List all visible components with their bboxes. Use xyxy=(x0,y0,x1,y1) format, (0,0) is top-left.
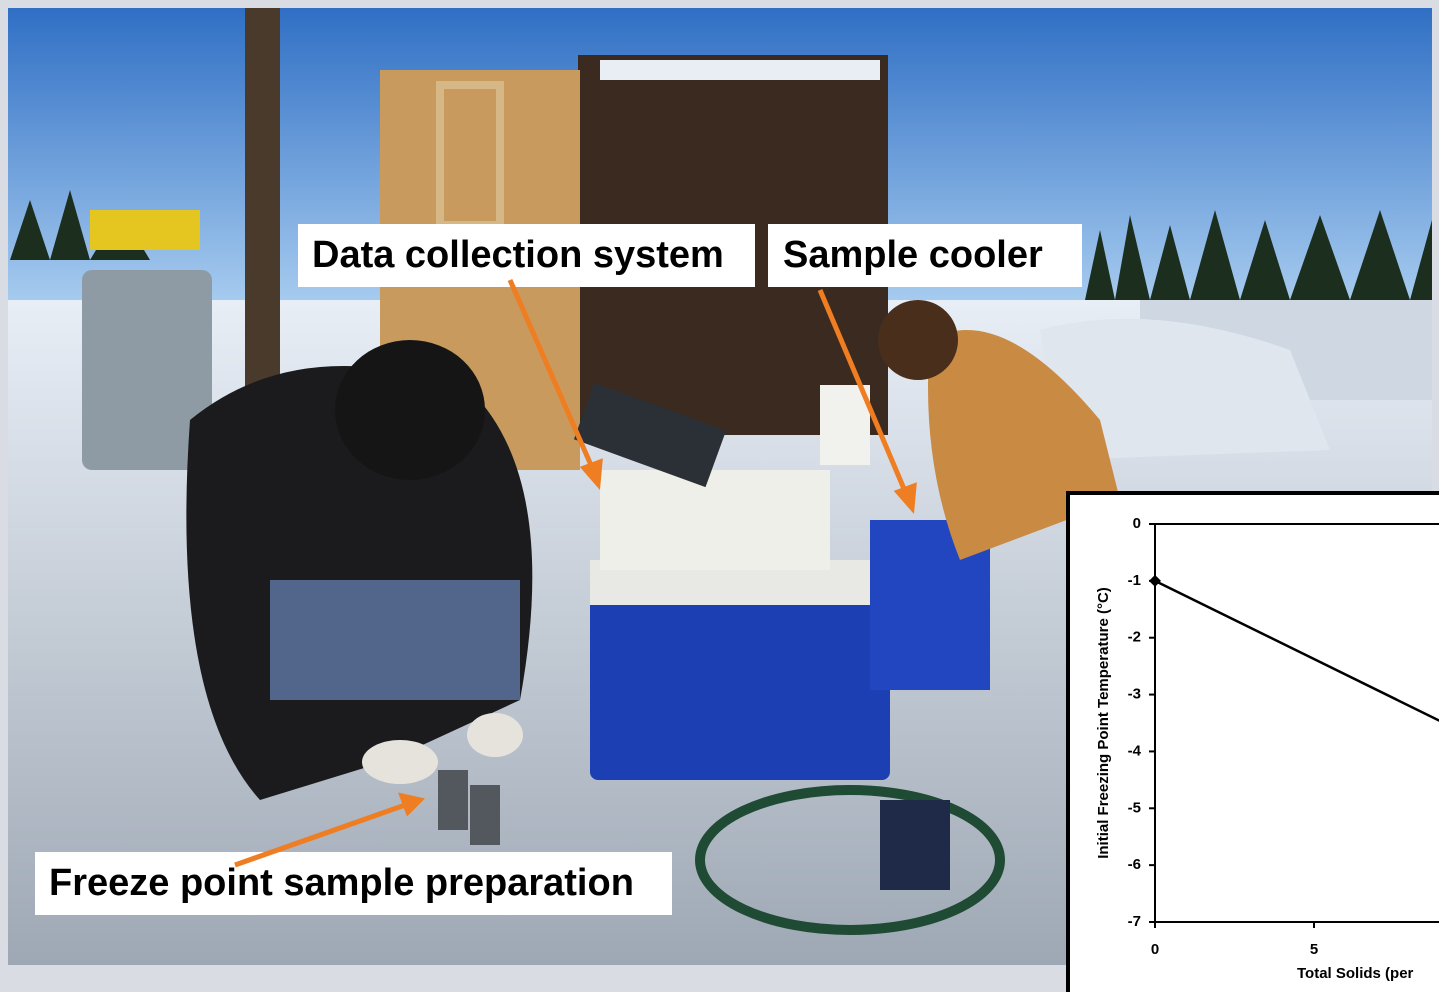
y-tick-label: -2 xyxy=(1128,629,1141,646)
x-axis-label: Total Solids (per xyxy=(1297,965,1414,982)
y-tick-label: -3 xyxy=(1128,686,1141,703)
annotation: Sample cooler xyxy=(783,234,1043,276)
y-axis-label: Initial Freezing Point Temperature (°C) xyxy=(1095,587,1112,859)
annotation: Data collection system xyxy=(312,234,724,276)
y-tick-label: -4 xyxy=(1128,742,1142,759)
y-tick-label: -7 xyxy=(1128,913,1141,930)
annotation: Freeze point sample preparation xyxy=(49,862,634,904)
chart-inset xyxy=(1068,493,1439,992)
y-tick-label: 0 xyxy=(1133,515,1141,532)
y-tick-label: -5 xyxy=(1128,799,1141,816)
y-tick-label: -6 xyxy=(1128,856,1141,873)
y-tick-label: -1 xyxy=(1128,572,1141,589)
x-tick-label: 5 xyxy=(1310,941,1318,958)
scene: Data collection system Sample cooler Fre… xyxy=(0,0,1439,992)
x-tick-label: 0 xyxy=(1151,941,1159,958)
